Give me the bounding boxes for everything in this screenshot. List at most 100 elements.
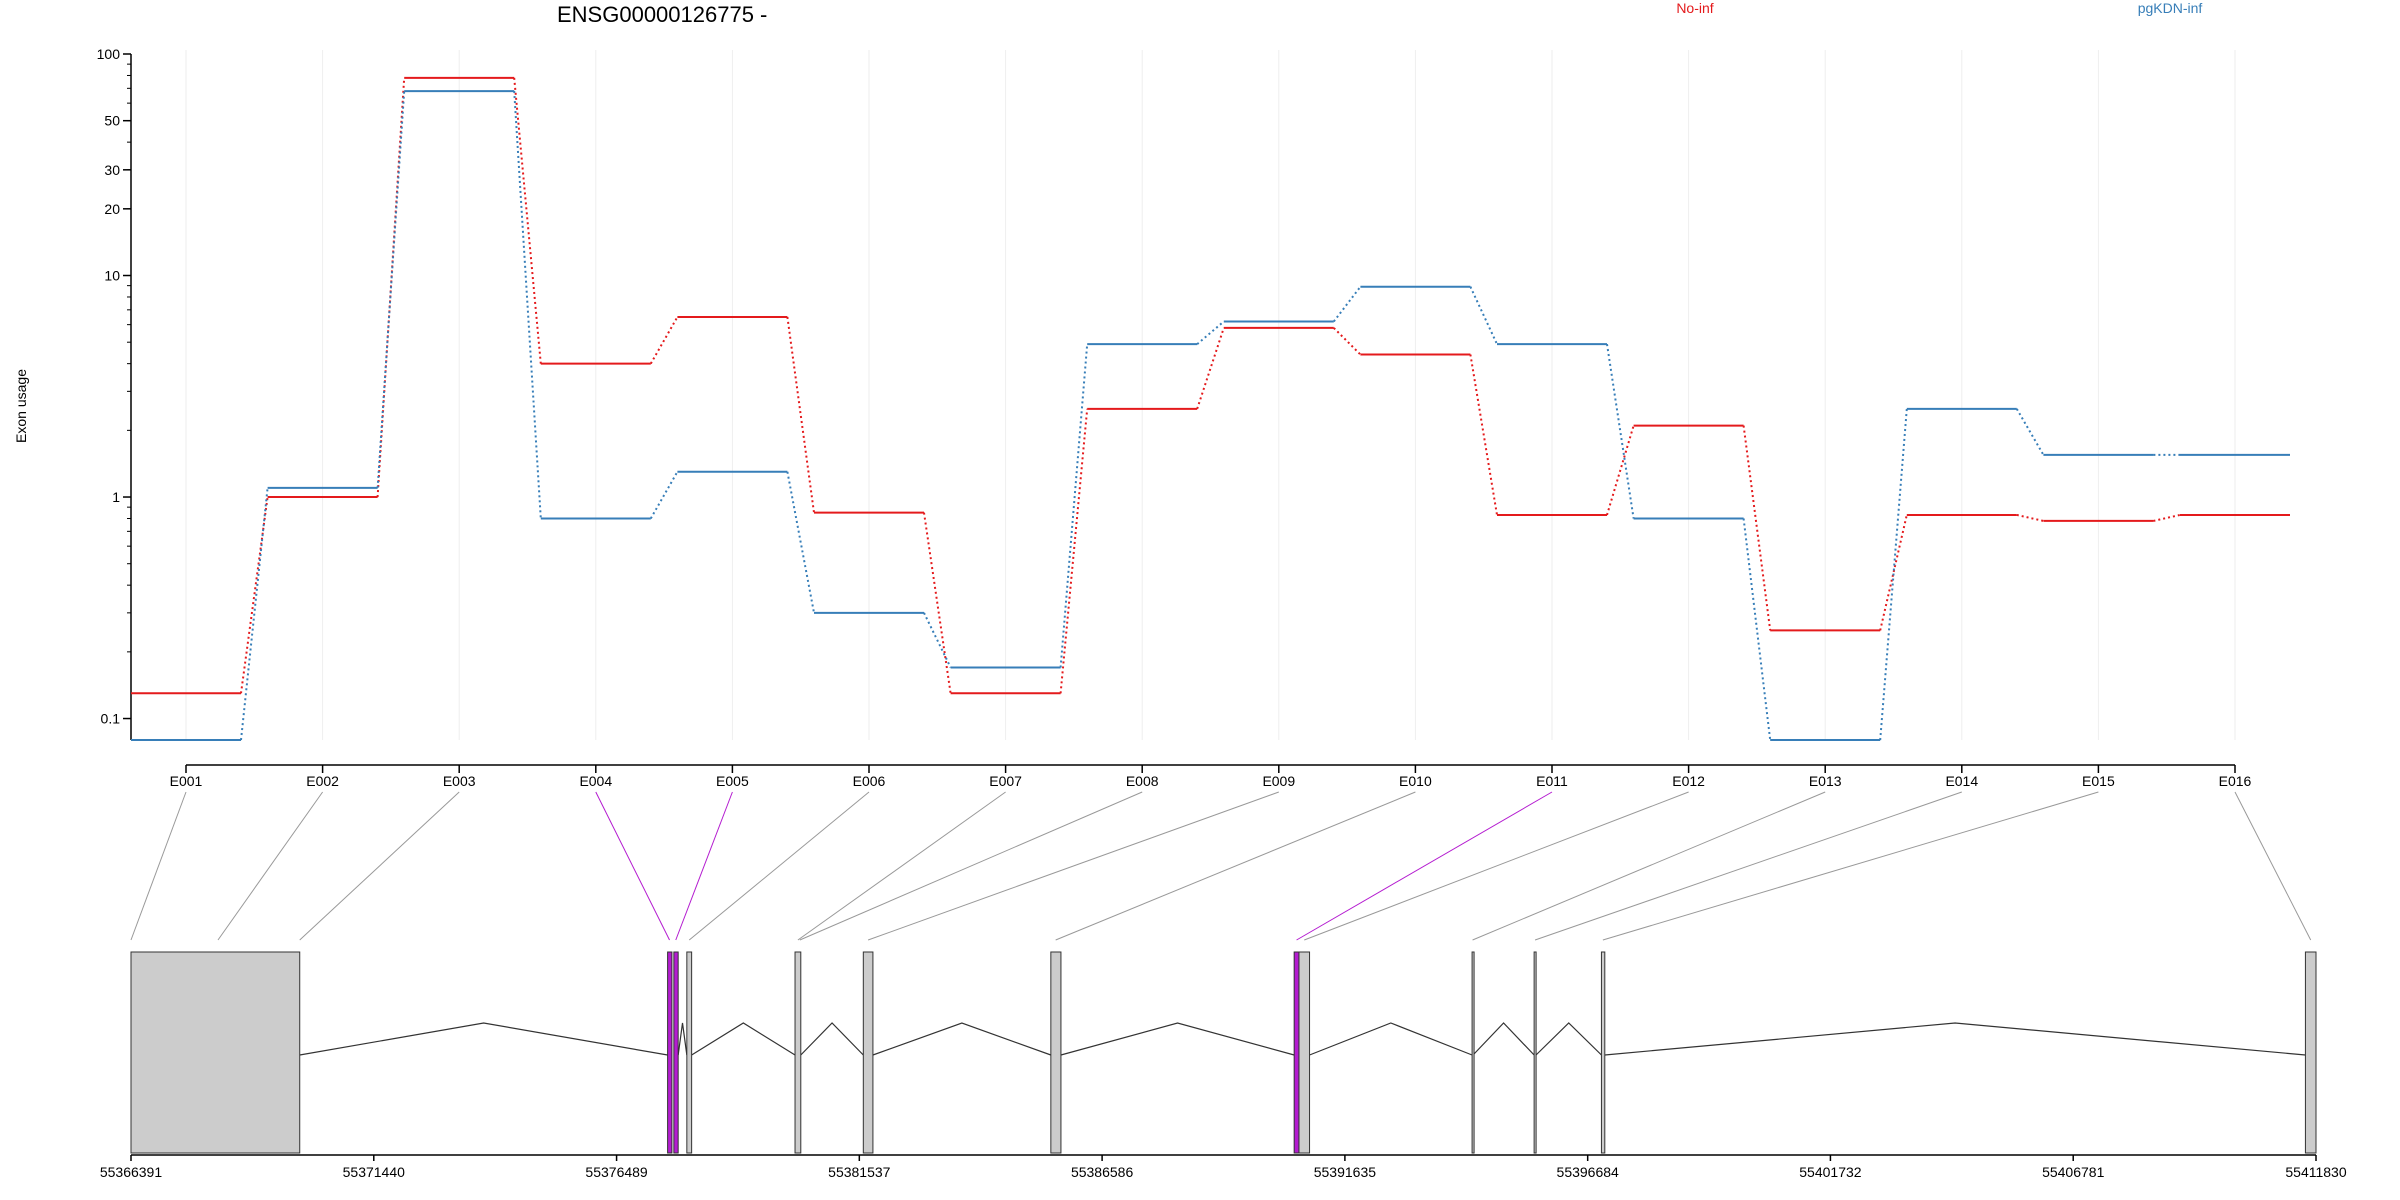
exon-link: [130, 791, 187, 941]
genomic-tick-label: 55381537: [828, 1164, 891, 1180]
intron-line: [800, 1022, 864, 1056]
data-connector: [1606, 343, 1635, 519]
genomic-tick-label: 55391635: [1314, 1164, 1377, 1180]
y-tick-label: 100: [97, 46, 121, 62]
intron-line: [1309, 1022, 1473, 1056]
legend-label-no-inf: No-inf: [1676, 0, 1713, 16]
intron-line: [299, 1022, 668, 1056]
data-connector: [923, 512, 952, 694]
y-tick-label: 10: [104, 268, 120, 284]
exon-link: [299, 791, 460, 941]
exon-link: [688, 791, 870, 941]
exon-tick-label: E003: [443, 773, 476, 789]
exon-tick-label: E014: [1945, 773, 1978, 789]
exon-link: [867, 791, 1279, 941]
exon-tick-label: E006: [853, 773, 886, 789]
intron-line: [1535, 1022, 1602, 1056]
y-axis: 0.1 1 10 20 30 50 100: [97, 46, 132, 740]
y-tick-label: 1: [112, 489, 120, 505]
exon-box: [2304, 951, 2317, 1154]
exon-tick-label: E005: [716, 773, 749, 789]
y-tick-label: 30: [104, 162, 120, 178]
exon-tick-label: E013: [1809, 773, 1842, 789]
exon-link: [797, 791, 1006, 941]
data-connector: [649, 471, 679, 519]
gene-model: [130, 951, 2317, 1154]
data-connector: [2153, 513, 2181, 522]
genomic-tick-label: 55406781: [2042, 1164, 2105, 1180]
series-pgKDN-inf: [131, 90, 2290, 741]
data-connector: [786, 471, 815, 614]
intron-line: [1604, 1022, 2306, 1056]
exon-link: [1055, 791, 1416, 941]
exon-box: [1298, 951, 1311, 1154]
genomic-tick-label: 55376489: [585, 1164, 648, 1180]
exon-box: [130, 951, 301, 1154]
series-lines: [131, 76, 2290, 741]
y-tick-label: 0.1: [101, 711, 121, 727]
y-axis-label: Exon usage: [13, 369, 29, 443]
data-connector: [240, 487, 269, 741]
exon-link: [1534, 791, 1962, 941]
exon-tick-label: E007: [989, 773, 1022, 789]
genomic-tick-label: 55366391: [100, 1164, 163, 1180]
exon-box: [686, 951, 693, 1154]
highlighted-exon-link: [1296, 791, 1553, 941]
highlighted-exon-box: [673, 951, 679, 1154]
highlighted-exon-link: [675, 791, 733, 941]
exon-tick-label: E002: [306, 773, 339, 789]
exon-link: [1602, 791, 2099, 941]
intron-line: [677, 1022, 688, 1056]
exon-link: [1304, 791, 1689, 941]
data-connector: [923, 612, 952, 668]
data-connector: [1742, 518, 1772, 741]
genomic-tick-label: 55386586: [1071, 1164, 1134, 1180]
exon-tick-label: E009: [1262, 773, 1295, 789]
genomic-tick-label: 55411830: [2285, 1164, 2346, 1180]
genomic-coordinate-axis: 55366391 55371440 55376489 55381537 55386586…: [100, 1154, 2347, 1180]
data-connector: [1879, 514, 1908, 631]
genomic-tick-label: 55401732: [1799, 1164, 1862, 1180]
exon-link-lines: [130, 791, 2312, 941]
intron-line: [872, 1022, 1052, 1056]
exon-box: [794, 951, 802, 1154]
series-No-inf: [131, 76, 2290, 695]
exon-box: [1600, 951, 1606, 1154]
grid-lines: [185, 50, 2236, 740]
y-tick-label: 50: [104, 113, 120, 129]
data-connector: [2015, 408, 2045, 456]
exon-tick-label: E010: [1399, 773, 1432, 789]
exon-tick-label: E012: [1672, 773, 1705, 789]
data-connector: [1059, 344, 1089, 668]
exon-link: [1472, 791, 1826, 941]
legend-label-pgkdn-inf: pgKDN-inf: [2138, 0, 2203, 16]
intron-line: [691, 1022, 796, 1056]
exon-tick-label: E001: [170, 773, 203, 789]
data-connector: [513, 91, 542, 519]
exon-tick-label: E004: [579, 773, 612, 789]
exon-box: [1050, 951, 1062, 1154]
exon-tick-label: E011: [1536, 773, 1568, 789]
data-connector: [1333, 286, 1362, 323]
exon-axis: E001 E002 E003 E004 E005 E006 E007 E008 E009 E010…: [170, 764, 2252, 789]
exon-link: [2234, 791, 2312, 941]
data-connector: [649, 316, 679, 365]
data-connector: [1196, 327, 1225, 410]
exon-link: [217, 791, 324, 941]
data-connector: [1333, 327, 1362, 356]
data-connector: [376, 91, 406, 488]
data-connector: [240, 496, 269, 694]
highlighted-exon-box: [1293, 951, 1300, 1154]
data-connector: [2016, 513, 2044, 522]
exon-tick-label: E015: [2082, 773, 2115, 789]
data-connector: [1196, 320, 1225, 345]
data-connector: [1059, 408, 1089, 694]
data-connector: [1469, 354, 1498, 516]
exon-tick-label: E016: [2219, 773, 2252, 789]
data-connector: [786, 316, 815, 513]
exon-tick-label: E008: [1126, 773, 1159, 789]
exon-link: [799, 791, 1143, 941]
genomic-tick-label: 55371440: [343, 1164, 406, 1180]
exon-box: [1533, 951, 1537, 1154]
